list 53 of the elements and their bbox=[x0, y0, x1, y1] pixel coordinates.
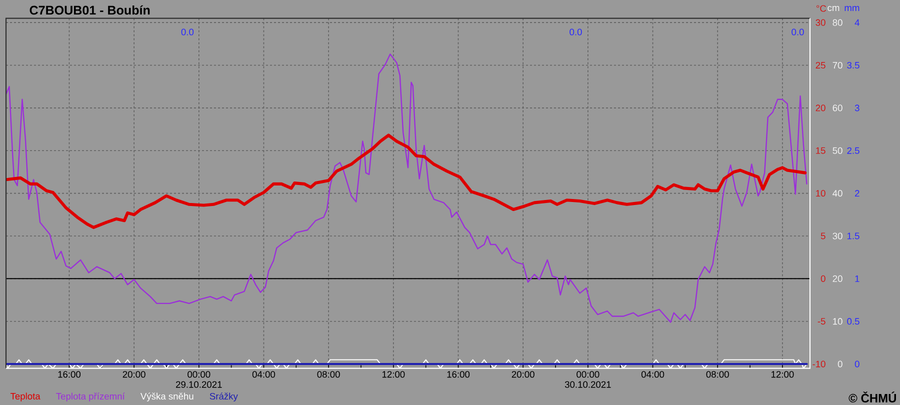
x-tick-label: 08:00 bbox=[317, 371, 340, 378]
y3-tick-label: 3.5 bbox=[847, 62, 860, 69]
line-series bbox=[6, 134, 807, 229]
y3-tick-label: 3 bbox=[854, 104, 860, 112]
x-tick-label: 16:00 bbox=[447, 371, 470, 378]
x-tick-label: 16:00 bbox=[58, 371, 81, 378]
y-tick-label: 10 bbox=[816, 190, 826, 197]
y3-axis-title: mm bbox=[844, 6, 860, 12]
x-tick-label: 12:00 bbox=[771, 371, 794, 378]
y3-tick-label: 1 bbox=[855, 275, 860, 282]
y-tick-label: -5 bbox=[818, 318, 826, 325]
y3-tick-label: 0 bbox=[854, 360, 860, 368]
annotation: 0.0 bbox=[181, 28, 194, 36]
y2-tick-label: 60 bbox=[832, 104, 842, 112]
y-tick-label: -10 bbox=[812, 360, 826, 368]
y-tick-label: 5 bbox=[820, 232, 826, 240]
line-series bbox=[6, 54, 808, 323]
y2-tick-label: 50 bbox=[832, 147, 842, 154]
y3-tick-label: 2 bbox=[855, 190, 860, 197]
y2-tick-label: 0 bbox=[838, 360, 842, 368]
text: Výška sněhu bbox=[140, 392, 194, 402]
y2-axis-title: cm bbox=[828, 6, 840, 12]
y2-tick-label: 30 bbox=[832, 232, 842, 240]
x-tick-label: 04:00 bbox=[252, 371, 276, 378]
y3-tick-label: 4 bbox=[854, 19, 860, 26]
y2-tick-label: 20 bbox=[832, 275, 842, 282]
x-tick-label: 00:00 30.10.2021 bbox=[564, 371, 611, 388]
x-tick-label: 12:00 bbox=[382, 371, 405, 378]
y3-tick-label: 0.5 bbox=[847, 318, 860, 325]
y-axis-title: °C bbox=[816, 5, 826, 12]
annotation: 0.0 bbox=[570, 28, 582, 36]
chart-title: C7BOUB01 - Boubín bbox=[30, 5, 150, 15]
annotation: 0.0 bbox=[792, 28, 804, 36]
y3-tick-label: 2.5 bbox=[847, 147, 860, 154]
x-tick-label: 20:00 bbox=[512, 371, 534, 378]
y-tick-label: 20 bbox=[816, 104, 826, 112]
y3-tick-label: 1.5 bbox=[847, 232, 860, 240]
text: Teplota přízemní bbox=[56, 392, 125, 402]
x-tick-label: 00:00 29.10.2021 bbox=[176, 371, 222, 388]
text: © ČHMÚ bbox=[848, 392, 896, 402]
y-tick-label: 25 bbox=[816, 62, 826, 69]
y2-tick-label: 40 bbox=[832, 190, 842, 197]
y2-tick-label: 10 bbox=[833, 318, 842, 325]
y-tick-label: 15 bbox=[816, 147, 826, 154]
x-tick-label: 08:00 bbox=[706, 371, 729, 378]
x-tick-label: 04:00 bbox=[641, 371, 664, 378]
y-tick-label: 30 bbox=[816, 19, 826, 26]
y-tick-label: 0 bbox=[820, 275, 826, 282]
y2-tick-label: 70 bbox=[832, 62, 842, 69]
text: Teplota bbox=[10, 392, 40, 402]
x-tick-label: 20:00 bbox=[122, 371, 146, 378]
y2-tick-label: 80 bbox=[832, 19, 842, 26]
text: Srážky bbox=[210, 392, 238, 402]
